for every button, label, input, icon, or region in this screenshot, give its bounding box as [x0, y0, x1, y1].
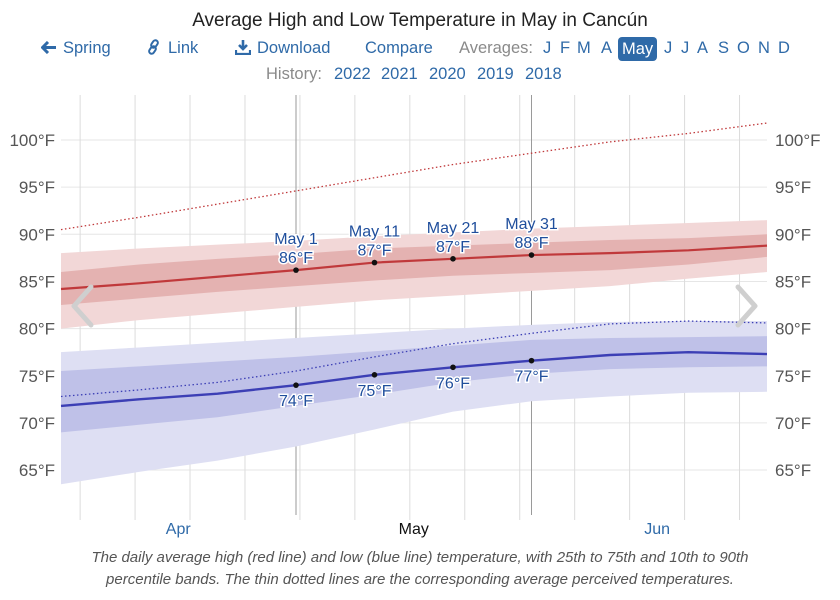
perceived-low-line: [60, 320, 768, 398]
month-apr[interactable]: A: [601, 39, 613, 57]
annotation-date-label: May 1: [274, 231, 318, 248]
high-point-marker: [450, 256, 456, 262]
low-point-marker: [450, 364, 456, 371]
low-point-marker: [371, 372, 378, 378]
y-tick-label-right: 95°F: [775, 178, 811, 197]
y-tick-label-right: 90°F: [775, 225, 811, 244]
month-jul[interactable]: J: [681, 39, 690, 57]
low-point-marker: [528, 357, 535, 364]
caption-line-2: percentile bands. The thin dotted lines …: [106, 571, 734, 588]
month-sep[interactable]: S: [718, 39, 730, 57]
spring-label: Spring: [63, 39, 111, 57]
annotation-date-label: May 31: [505, 216, 558, 233]
annotation-high-label: 87°F: [436, 239, 470, 256]
annotation-date-label: May 21: [427, 220, 480, 237]
series-lines: [60, 122, 768, 408]
prev-arrow-button[interactable]: [71, 284, 94, 328]
month-oct[interactable]: O: [737, 39, 750, 57]
average-high-line: [60, 244, 768, 291]
chevron-right-icon: [735, 284, 758, 328]
history-year-2022[interactable]: 2022: [334, 65, 371, 83]
annotation-low-label: 76°F: [436, 375, 470, 392]
month-feb[interactable]: F: [560, 39, 571, 57]
high-band-25-75: [61, 234, 767, 306]
chart-title: Average High and Low Temperature in May …: [192, 10, 648, 31]
perceived-high-line: [60, 122, 768, 231]
link-button[interactable]: Link: [146, 39, 198, 58]
annotation-high-label: 86°F: [279, 250, 313, 267]
y-axis-left: 65°F 70°F 75°F 80°F 85°F 90°F 95°F 100°F: [9, 131, 55, 480]
history-year-2018[interactable]: 2018: [525, 65, 562, 83]
high-point-marker: [371, 259, 378, 266]
y-tick-label-right: 100°F: [775, 131, 821, 150]
y-tick-label-left: 80°F: [19, 320, 55, 339]
month-nov[interactable]: N: [758, 39, 770, 57]
chevron-left-icon: [71, 284, 94, 328]
link-label: Link: [168, 39, 199, 57]
history-year-2020[interactable]: 2020: [429, 65, 466, 83]
chart-caption: The daily average high (red line) and lo…: [0, 547, 840, 591]
history-year-2021[interactable]: 2021: [381, 65, 418, 83]
download-button[interactable]: Download: [234, 39, 331, 58]
y-tick-label-left: 75°F: [19, 367, 55, 386]
y-tick-label-left: 70°F: [19, 414, 55, 433]
annotation-low-label: 75°F: [358, 383, 392, 400]
annotation-high-label: 88°F: [515, 235, 549, 252]
y-tick-label-right: 75°F: [775, 367, 811, 386]
next-arrow-button[interactable]: [735, 284, 758, 328]
month-jun[interactable]: J: [664, 39, 673, 57]
month-dec[interactable]: D: [778, 39, 790, 57]
y-tick-label-right: 65°F: [775, 461, 811, 480]
high-point-marker: [528, 252, 535, 258]
arrow-left-icon: [41, 39, 57, 58]
high-point-marker: [293, 267, 299, 273]
annotation-low-label: 77°F: [515, 369, 549, 386]
temperature-chart: 65°F 70°F 75°F 80°F 85°F 90°F 95°F 100°F 65°F 70…: [9, 95, 821, 538]
download-label: Download: [257, 39, 331, 57]
x-month-label: May: [399, 521, 429, 538]
average-low-line: [60, 350, 768, 408]
toolbar: Spring Link Download Compare Averages: J…: [0, 37, 840, 63]
x-month-label: Jun: [644, 521, 670, 538]
y-tick-label-left: 65°F: [19, 461, 55, 480]
history-year-2019[interactable]: 2019: [477, 65, 514, 83]
x-axis: Apr May Jun: [166, 521, 670, 538]
annotation-low-label: 74°F: [279, 393, 313, 410]
percentile-bands: [61, 220, 767, 485]
y-tick-label-left: 90°F: [19, 225, 55, 244]
annotation-date-label: May 11: [349, 224, 400, 241]
month-mar[interactable]: M: [577, 39, 591, 57]
y-tick-label-right: 85°F: [775, 272, 811, 291]
history-label: History:: [266, 65, 322, 83]
low-band-25-75: [61, 336, 767, 433]
y-axis-right: 65°F 70°F 75°F 80°F 85°F 90°F 95°F 100°F: [775, 131, 821, 480]
month-may-active[interactable]: May: [618, 37, 658, 61]
y-tick-label-left: 95°F: [19, 178, 55, 197]
month-jan[interactable]: J: [543, 39, 552, 57]
x-month-label: Apr: [166, 521, 192, 538]
y-tick-label-right: 80°F: [775, 320, 811, 339]
caption-line-1: The daily average high (red line) and lo…: [91, 549, 749, 566]
compare-link[interactable]: Compare: [365, 39, 433, 57]
month-aug[interactable]: A: [697, 39, 709, 57]
annotations: May 1 86°F 74°F May 11 87°F 75°F May 21 87°F 76°…: [273, 215, 560, 412]
averages-label: Averages:: [459, 39, 533, 57]
low-point-marker: [293, 382, 299, 388]
spring-link[interactable]: Spring: [41, 39, 111, 58]
y-tick-label-left: 85°F: [19, 272, 55, 291]
link-icon: [146, 39, 162, 58]
annotation-high-label: 87°F: [358, 243, 392, 260]
download-icon: [234, 39, 252, 58]
y-tick-label-right: 70°F: [775, 414, 811, 433]
y-tick-label-left: 100°F: [9, 131, 55, 150]
